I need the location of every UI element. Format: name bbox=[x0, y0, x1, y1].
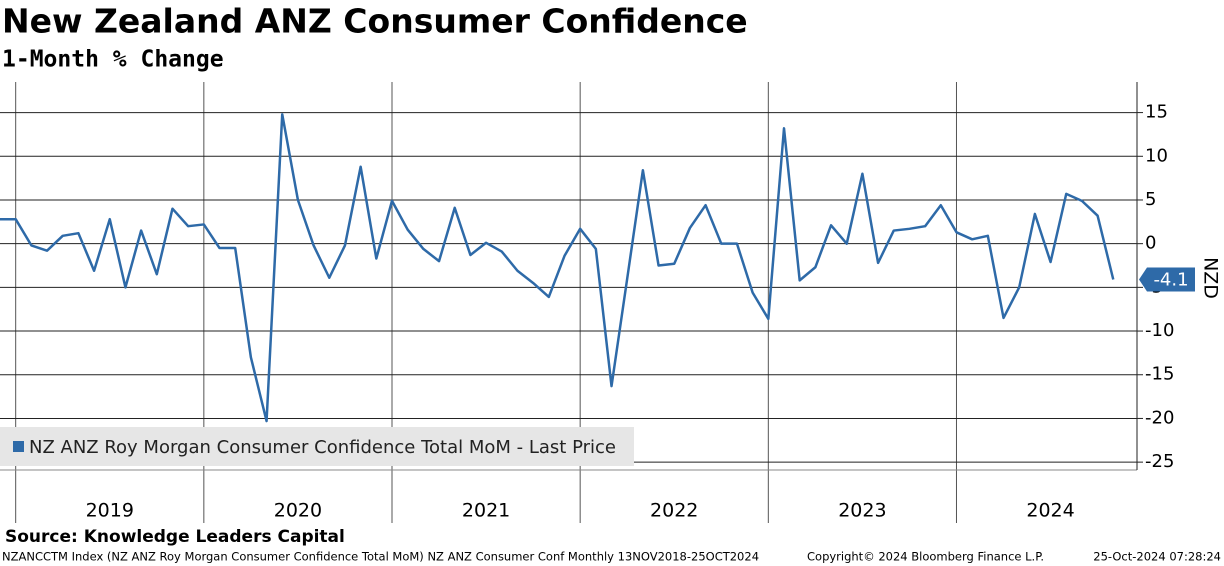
y-tick-label: 5 bbox=[1145, 189, 1156, 210]
y-tick-label: 0 bbox=[1145, 233, 1156, 254]
x-tick-label: 2022 bbox=[650, 500, 698, 522]
last-value-label: -4.1 bbox=[1153, 269, 1188, 290]
y-tick-label: 15 bbox=[1145, 102, 1168, 123]
x-tick-label: 2020 bbox=[274, 500, 322, 522]
x-tick-label: 2024 bbox=[1026, 500, 1074, 522]
legend-swatch bbox=[13, 441, 24, 452]
chart-subtitle: 1-Month % Change bbox=[2, 47, 224, 73]
footer-right: 25-Oct-2024 07:28:24 bbox=[1093, 550, 1221, 564]
footer-middle: Copyright© 2024 Bloomberg Finance L.P. bbox=[807, 550, 1044, 564]
y-tick-label: -10 bbox=[1145, 320, 1174, 341]
x-tick-label: 2019 bbox=[86, 500, 134, 522]
y-axis-label: NZD bbox=[1200, 257, 1222, 299]
x-tick-label: 2023 bbox=[838, 500, 886, 522]
legend-box bbox=[0, 427, 634, 466]
source: Source: Knowledge Leaders Capital bbox=[5, 527, 345, 547]
x-tick-label: 2021 bbox=[462, 500, 510, 522]
y-tick-label: -25 bbox=[1145, 451, 1174, 472]
y-tick-label: -20 bbox=[1145, 407, 1174, 428]
y-tick-label: 10 bbox=[1145, 145, 1168, 166]
y-tick-label: -15 bbox=[1145, 364, 1174, 385]
chart-title: New Zealand ANZ Consumer Confidence bbox=[2, 2, 748, 41]
series-line bbox=[0, 113, 1115, 423]
last-value-flag bbox=[1139, 267, 1195, 292]
footer-left: NZANCCTM Index (NZ ANZ Roy Morgan Consum… bbox=[2, 550, 759, 564]
legend-label: NZ ANZ Roy Morgan Consumer Confidence To… bbox=[29, 437, 616, 458]
